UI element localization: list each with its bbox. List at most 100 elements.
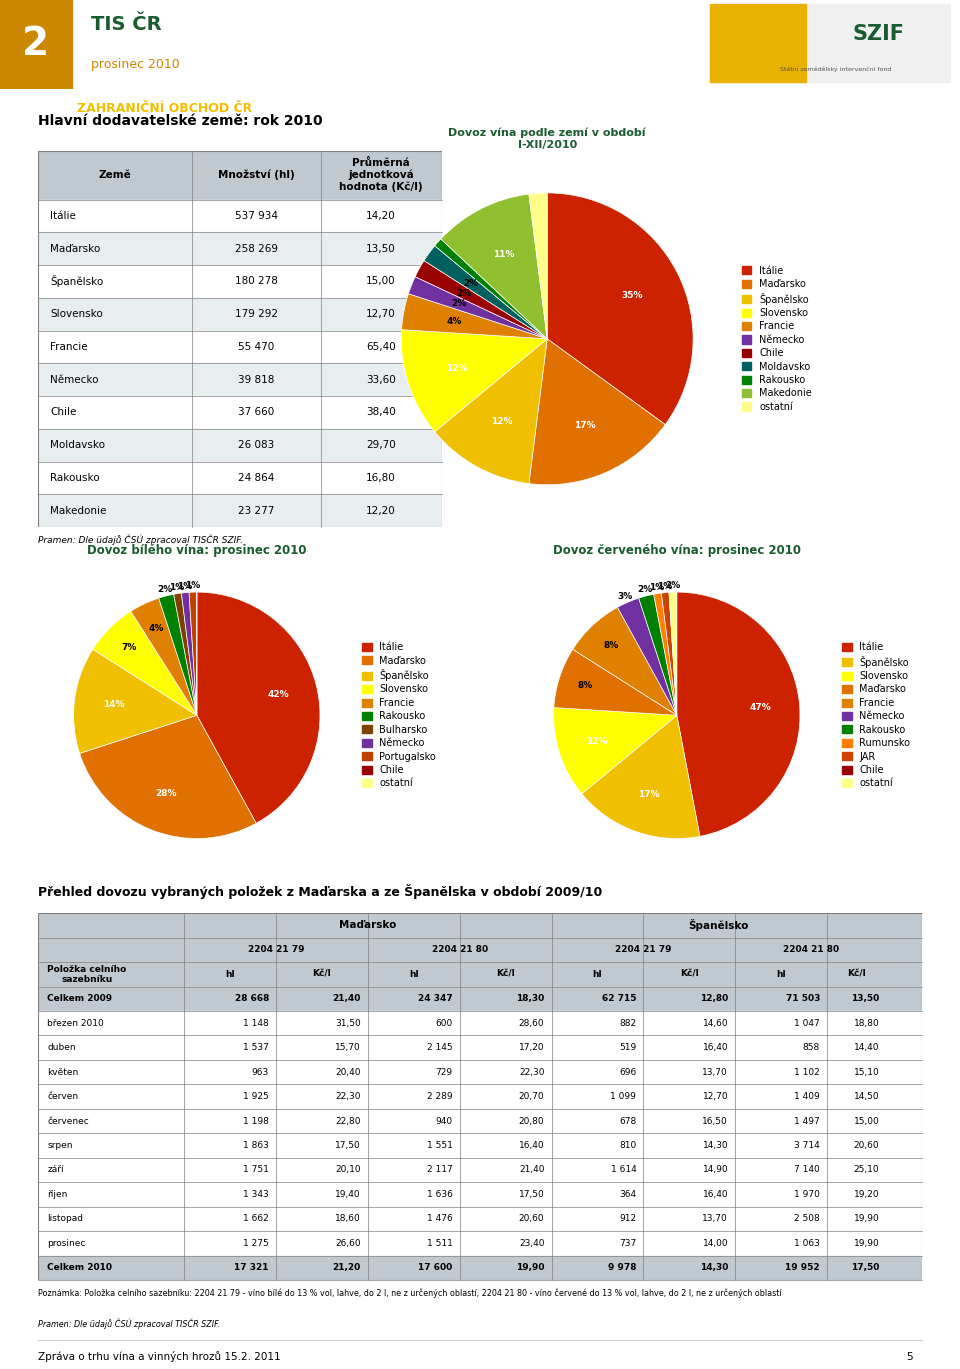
Text: 16,50: 16,50 — [703, 1117, 729, 1125]
Text: 29,70: 29,70 — [367, 441, 396, 450]
Text: 963: 963 — [252, 1068, 269, 1076]
Text: 17,50: 17,50 — [335, 1140, 361, 1150]
Bar — [38, 1231, 922, 1255]
Bar — [38, 1206, 922, 1231]
Text: 11%: 11% — [493, 249, 515, 259]
Text: 7%: 7% — [121, 643, 136, 652]
Text: 12%: 12% — [446, 364, 468, 372]
Wedge shape — [547, 193, 693, 424]
Text: 2204 21 80: 2204 21 80 — [782, 946, 839, 954]
Wedge shape — [158, 594, 197, 715]
Bar — [38, 962, 922, 987]
Text: 1 476: 1 476 — [427, 1214, 452, 1224]
Wedge shape — [424, 246, 547, 338]
Text: 16,40: 16,40 — [703, 1190, 729, 1199]
Text: Pramen: Dle üdajů ČSÚ zpracoval TISČR SZIF.: Pramen: Dle üdajů ČSÚ zpracoval TISČR SZ… — [38, 1318, 221, 1329]
Text: 19,90: 19,90 — [516, 1264, 544, 1272]
Text: Přehled dovozu vybraných položek z Maďarska a ze Španělska v období 2009/10: Přehled dovozu vybraných položek z Maďar… — [38, 884, 603, 898]
Text: 62 715: 62 715 — [602, 994, 636, 1003]
Text: 18,80: 18,80 — [853, 1019, 879, 1028]
Text: 28%: 28% — [156, 789, 177, 798]
Text: 13,50: 13,50 — [367, 244, 396, 253]
Text: 1%: 1% — [169, 583, 184, 591]
Text: 2 289: 2 289 — [427, 1092, 452, 1101]
Text: 17,50: 17,50 — [518, 1190, 544, 1199]
Text: 2%: 2% — [157, 586, 172, 594]
Text: říjen: říjen — [47, 1190, 67, 1199]
Wedge shape — [441, 194, 547, 338]
Text: 20,60: 20,60 — [518, 1214, 544, 1224]
Text: 37 660: 37 660 — [238, 408, 275, 418]
Bar — [38, 1035, 922, 1060]
Bar — [38, 151, 442, 200]
Text: 18,60: 18,60 — [335, 1214, 361, 1224]
Bar — [38, 1183, 922, 1206]
Text: 14,90: 14,90 — [703, 1165, 729, 1175]
Legend: Itálie, Maďarsko, Španělsko, Slovensko, Francie, Rakousko, Bulharsko, Německo, P: Itálie, Maďarsko, Španělsko, Slovensko, … — [362, 642, 436, 789]
Text: Průměrná
jednotková
hodnota (Kč/l): Průměrná jednotková hodnota (Kč/l) — [339, 157, 423, 192]
Text: 15,10: 15,10 — [853, 1068, 879, 1076]
Text: 4%: 4% — [446, 316, 462, 326]
Text: Kč/l: Kč/l — [496, 969, 515, 979]
Text: 20,40: 20,40 — [335, 1068, 361, 1076]
Text: 1 497: 1 497 — [794, 1117, 820, 1125]
Text: 22,30: 22,30 — [335, 1092, 361, 1101]
Text: 2%: 2% — [456, 289, 471, 297]
Text: červen: červen — [47, 1092, 79, 1101]
Text: Celkem 2010: Celkem 2010 — [47, 1264, 112, 1272]
Text: 1%: 1% — [657, 582, 672, 591]
Text: 19,90: 19,90 — [853, 1239, 879, 1247]
Wedge shape — [93, 612, 197, 715]
Text: 19,40: 19,40 — [335, 1190, 361, 1199]
Text: 364: 364 — [619, 1190, 636, 1199]
Text: 1 047: 1 047 — [794, 1019, 820, 1028]
Text: 21,20: 21,20 — [332, 1264, 361, 1272]
Text: červenec: červenec — [47, 1117, 89, 1125]
Bar — [38, 1134, 922, 1158]
Text: Maďarsko: Maďarsko — [51, 244, 101, 253]
Text: 1 614: 1 614 — [611, 1165, 636, 1175]
Wedge shape — [131, 598, 197, 715]
Text: Celkem 2009: Celkem 2009 — [47, 994, 112, 1003]
Wedge shape — [554, 708, 677, 794]
Wedge shape — [80, 715, 256, 838]
Wedge shape — [669, 591, 677, 715]
Text: 24 864: 24 864 — [238, 472, 275, 483]
Text: 1 099: 1 099 — [611, 1092, 636, 1101]
Bar — [38, 461, 442, 494]
Text: 1 537: 1 537 — [243, 1043, 269, 1053]
Bar — [0, 0, 72, 89]
Text: 20,60: 20,60 — [853, 1140, 879, 1150]
Text: 14,30: 14,30 — [700, 1264, 729, 1272]
Text: 35%: 35% — [621, 292, 642, 300]
Bar — [38, 266, 442, 298]
Wedge shape — [189, 591, 197, 715]
Text: 2: 2 — [22, 26, 49, 63]
Text: 1 198: 1 198 — [243, 1117, 269, 1125]
Title: Dovoz bílého vína: prosinec 2010: Dovoz bílého vína: prosinec 2010 — [87, 545, 306, 557]
Text: 1 970: 1 970 — [794, 1190, 820, 1199]
Text: 1 751: 1 751 — [243, 1165, 269, 1175]
Text: 31,50: 31,50 — [335, 1019, 361, 1028]
Text: Položka celního
sazebníku: Položka celního sazebníku — [47, 965, 127, 984]
Wedge shape — [74, 649, 197, 753]
Text: 14,50: 14,50 — [853, 1092, 879, 1101]
Wedge shape — [661, 593, 677, 715]
Wedge shape — [174, 593, 197, 715]
Text: 14%: 14% — [103, 701, 125, 709]
Bar — [38, 1158, 922, 1183]
Text: 7 140: 7 140 — [794, 1165, 820, 1175]
Wedge shape — [669, 593, 677, 715]
Text: 737: 737 — [619, 1239, 636, 1247]
Text: 65,40: 65,40 — [367, 342, 396, 352]
Text: listopad: listopad — [47, 1214, 84, 1224]
Text: 2%: 2% — [665, 582, 681, 590]
Text: 15,70: 15,70 — [335, 1043, 361, 1053]
Text: 9 978: 9 978 — [608, 1264, 636, 1272]
Text: 1 863: 1 863 — [243, 1140, 269, 1150]
Text: 1 148: 1 148 — [243, 1019, 269, 1028]
Wedge shape — [415, 260, 547, 338]
Text: 19,20: 19,20 — [853, 1190, 879, 1199]
Text: 940: 940 — [436, 1117, 452, 1125]
Text: SZIF: SZIF — [852, 23, 904, 44]
